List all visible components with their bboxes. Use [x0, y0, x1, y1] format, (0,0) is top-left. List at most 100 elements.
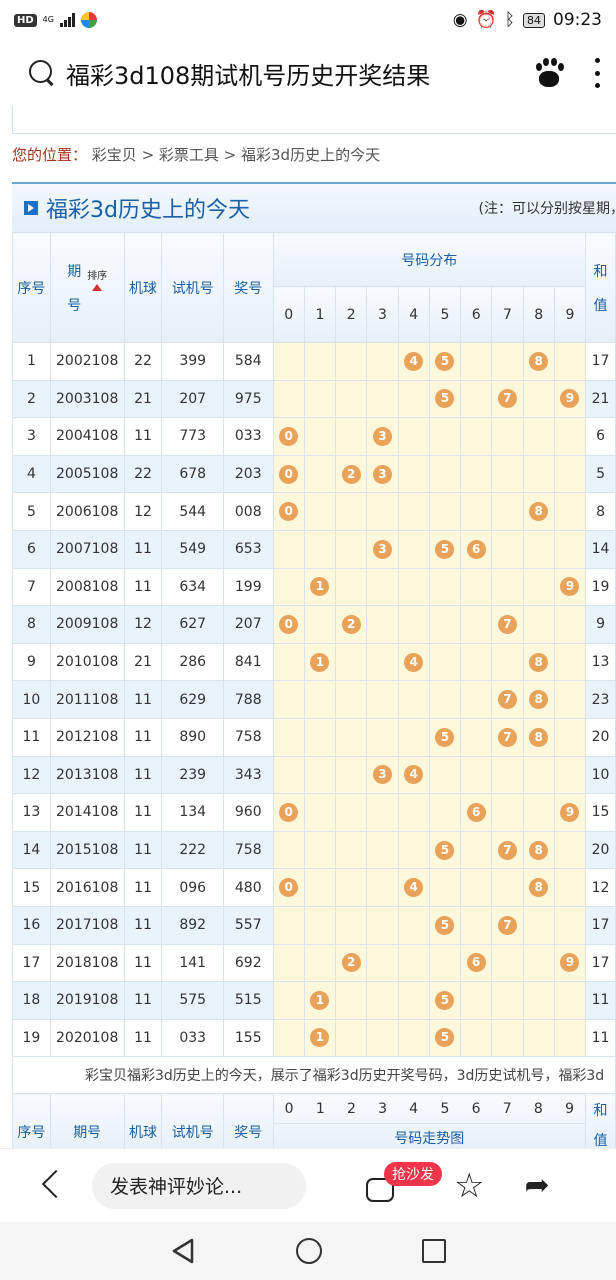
digit-ball: 0: [279, 426, 299, 446]
digit-ball: 5: [435, 351, 455, 371]
header-issue[interactable]: 期 号 排序: [49, 232, 125, 343]
cell-digit-1: [303, 529, 337, 569]
cell-digit-2: [335, 793, 368, 832]
footer-digit: 2: [346, 1100, 356, 1117]
nav-recent-icon[interactable]: [422, 1239, 446, 1263]
table-row: 6 2007108 11 549 653 3 5 6 14: [12, 529, 616, 569]
cell-issue: 2004108: [49, 417, 125, 456]
cell-digit-9: [553, 492, 587, 531]
header-digit: 9: [553, 286, 587, 343]
sofa-badge[interactable]: 抢沙发: [384, 1161, 442, 1186]
cell-digit-6: [460, 379, 493, 419]
cell-issue: 2013108: [49, 755, 125, 795]
cell-ball: 22: [123, 454, 163, 494]
cell-ball: 11: [123, 1018, 163, 1058]
cell-digit-4: 4: [397, 642, 430, 682]
cell-digit-3: [366, 642, 399, 682]
footer-distribution: 0 1 2 3 4 5 6 7 8 9 号码走势图: [272, 1093, 587, 1148]
star-icon[interactable]: ☆: [454, 1165, 485, 1206]
cell-digit-6: [460, 830, 493, 870]
digit-ball: 6: [466, 802, 486, 822]
cell-digit-1: [303, 943, 337, 983]
cell-trial: 773: [161, 417, 224, 456]
cell-digit-4: [397, 943, 430, 983]
cell-prize: 584: [222, 342, 274, 381]
cell-digit-0: 0: [272, 454, 305, 494]
cell-digit-1: [303, 454, 337, 494]
cell-digit-3: 3: [366, 454, 399, 494]
comment-input[interactable]: 发表神评妙论...: [92, 1162, 306, 1209]
cell-digit-5: [428, 943, 462, 983]
footer-index: 序号: [12, 1093, 51, 1148]
cell-digit-3: [366, 342, 399, 381]
cell-digit-8: 8: [522, 492, 555, 531]
baidu-paw-icon[interactable]: [532, 57, 564, 89]
cell-trial: 629: [161, 680, 224, 719]
footer-digit: 1: [315, 1100, 325, 1117]
cell-digit-9: [553, 981, 587, 1020]
cell-digit-1: 1: [303, 981, 337, 1020]
cell-digit-0: [272, 1018, 305, 1058]
cell-digit-6: [460, 905, 493, 945]
digit-ball: 7: [497, 727, 517, 747]
search-query[interactable]: 福彩3d108期试机号历史开奖结果: [66, 61, 431, 90]
cell-idx: 11: [12, 717, 51, 757]
breadcrumb-path[interactable]: 彩宝贝 > 彩票工具 > 福彩3d历史上的今天: [91, 146, 381, 164]
cell-digit-2: [335, 717, 368, 757]
digit-ball: 7: [497, 915, 517, 935]
cell-digit-4: [397, 793, 430, 832]
cell-digit-3: [366, 1018, 399, 1058]
nav-home-icon[interactable]: [296, 1238, 322, 1264]
cell-digit-2: [335, 492, 368, 531]
signal-icon: [59, 13, 75, 27]
cell-trial: 134: [161, 793, 224, 832]
table-row: 17 2018108 11 141 692 2 6 9 17: [12, 943, 616, 983]
cell-digit-9: 9: [553, 793, 587, 832]
digit-ball: 1: [310, 990, 330, 1010]
cell-digit-3: [366, 717, 399, 757]
footer-digit: 3: [378, 1100, 388, 1117]
breadcrumb: 您的位置： 彩宝贝 > 彩票工具 > 福彩3d历史上的今天: [12, 144, 380, 165]
header-digit: 4: [397, 286, 430, 343]
footer-issue: 期号: [49, 1093, 125, 1148]
search-bar[interactable]: 福彩3d108期试机号历史开奖结果: [0, 40, 616, 106]
cell-digit-7: 7: [491, 605, 524, 644]
sort-arrow-icon[interactable]: [92, 283, 103, 291]
comment-button[interactable]: 抢沙发: [362, 1161, 442, 1206]
digit-ball: 0: [279, 614, 299, 634]
search-icon[interactable]: [28, 59, 56, 87]
cell-idx: 2: [12, 379, 51, 419]
comment-icon[interactable]: [366, 1177, 394, 1202]
cell-sum: 23: [585, 680, 616, 719]
cell-digit-2: 2: [335, 943, 368, 983]
digit-ball: 0: [279, 464, 299, 484]
cell-digit-3: [366, 492, 399, 531]
cell-digit-8: [522, 905, 555, 945]
cell-digit-1: [303, 830, 337, 870]
cell-prize: 515: [222, 981, 274, 1020]
cell-digit-2: [335, 680, 368, 719]
cell-issue: 2016108: [49, 868, 125, 907]
cell-digit-7: [491, 1018, 524, 1058]
back-icon[interactable]: [32, 1166, 72, 1206]
table-row: 18 2019108 11 575 515 1 5 11: [12, 981, 616, 1020]
table-row: 11 2012108 11 890 758 5 7 8 20: [12, 717, 616, 757]
cell-issue: 2014108: [49, 793, 125, 832]
cell-issue: 2018108: [49, 943, 125, 983]
cell-issue: 2008108: [49, 567, 125, 607]
cell-issue: 2015108: [49, 830, 125, 870]
table-row: 14 2015108 11 222 758 5 7 8 20: [12, 830, 616, 870]
cell-digit-6: [460, 454, 493, 494]
nav-back-icon[interactable]: [170, 1237, 196, 1265]
cell-prize: 343: [222, 755, 274, 795]
panel-header: 福彩3d历史上的今天 (注：可以分别按星期，月份: [12, 182, 616, 232]
more-menu-icon[interactable]: [594, 58, 600, 88]
cell-idx: 7: [12, 567, 51, 607]
sort-label[interactable]: 排序: [87, 270, 108, 282]
cell-prize: 203: [222, 454, 274, 494]
cell-digit-9: [553, 417, 587, 456]
header-trial: 试机号: [161, 232, 224, 343]
share-icon[interactable]: ➦: [524, 1167, 550, 1203]
cell-digit-4: [397, 529, 430, 569]
cell-digit-9: [553, 868, 587, 907]
